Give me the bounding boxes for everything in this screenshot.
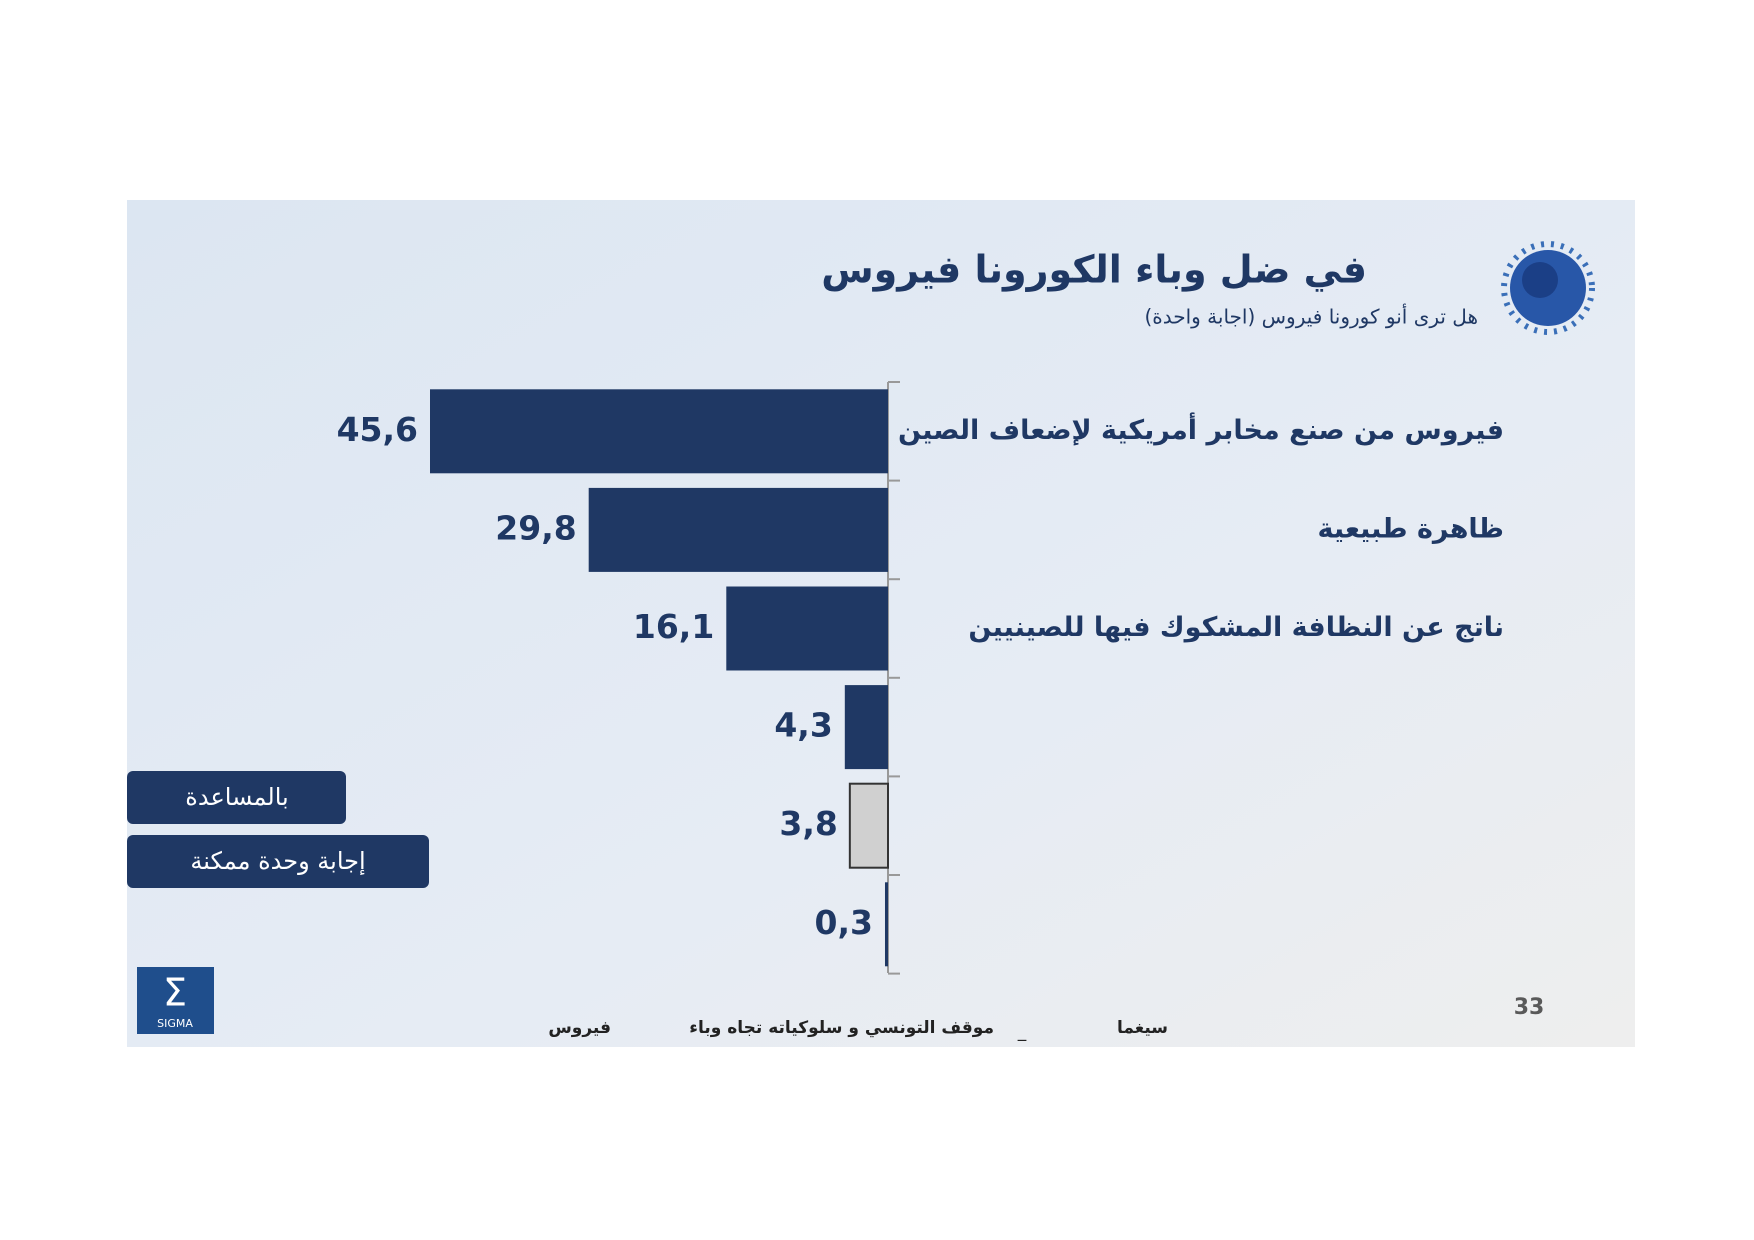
value-label: 3,8: [779, 804, 837, 843]
virus-icon: [1501, 241, 1595, 335]
value-label: 0,3: [815, 903, 873, 942]
page-number: 33: [1514, 995, 1545, 1020]
bar: [588, 487, 888, 572]
bar: [844, 685, 888, 770]
category-label: ظاهرة طبيعية: [1317, 513, 1504, 544]
chart-title: في ضل وباء الكورونا فيروس: [821, 248, 1367, 293]
category-label: فيروس من صنع مخابر أمريكية لإضعاف الصين: [898, 412, 1504, 446]
value-label: 45,6: [337, 410, 418, 449]
bar: [884, 882, 888, 967]
annotation-box: [127, 771, 346, 824]
annotation-box: [127, 835, 429, 888]
annotation: إجابة وحدة ممكنة: [190, 847, 365, 876]
footer-text: موقف التونسي و سلوكياته تجاه وباء: [689, 1018, 994, 1038]
logo: Σ SIGMA: [137, 967, 214, 1034]
chart-subtitle: هل ترى أنو كورونا فيروس (اجابة واحدة): [1144, 304, 1478, 329]
svg-text:Σ: Σ: [163, 971, 187, 1015]
value-label: 29,8: [495, 508, 576, 547]
footer-text: سيغما: [1117, 1018, 1168, 1038]
category-label: ناتج عن النظافة المشكوك فيها للصينيين: [968, 612, 1504, 643]
bar: [848, 782, 889, 869]
bar: [430, 389, 888, 474]
value-label: 4,3: [774, 706, 832, 745]
bar: [726, 586, 888, 671]
footer-text: _: [1017, 1022, 1027, 1042]
annotation: بالمساعدة: [185, 783, 288, 811]
footer-text: فيروس: [548, 1018, 611, 1038]
logo-text: SIGMA: [157, 1017, 193, 1030]
value-label: 16,1: [633, 607, 714, 646]
